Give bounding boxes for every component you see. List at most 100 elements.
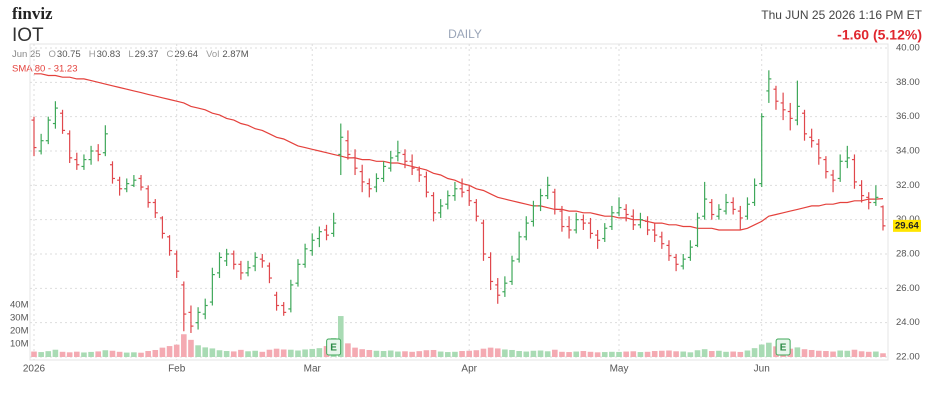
- volume-bar: [659, 350, 665, 357]
- volume-bar: [680, 351, 687, 357]
- volume-bar: [280, 349, 287, 357]
- volume-bar: [594, 352, 601, 357]
- volume-bar: [273, 348, 280, 357]
- ohlc-bar: [645, 216, 651, 236]
- ohlc-bar: [324, 224, 330, 241]
- volume-bar: [309, 348, 316, 357]
- y-tick-label: 34.00: [896, 146, 920, 157]
- volume-bar: [109, 350, 116, 357]
- ohlc-bar: [552, 188, 558, 215]
- ohlc-bar: [723, 193, 729, 215]
- volume-bar: [537, 350, 544, 357]
- volume-bar: [609, 351, 615, 357]
- volume-bar: [173, 344, 180, 357]
- ohlc-bar: [402, 149, 408, 169]
- volume-bar: [694, 350, 701, 357]
- ohlc-bar: [495, 278, 501, 304]
- volume-bar: [345, 343, 351, 357]
- ohlc-bar: [266, 262, 272, 284]
- ohlc-bar: [766, 70, 772, 103]
- ohlc-bar: [680, 254, 686, 270]
- volume-bar: [865, 351, 872, 357]
- volume-bar: [873, 351, 879, 357]
- ohlc-bar: [580, 214, 586, 230]
- volume-bar: [66, 352, 73, 357]
- volume-bar: [444, 352, 451, 357]
- quote-label: H: [89, 49, 96, 60]
- y-tick-label: 32.00: [896, 180, 920, 191]
- ohlc-bar: [188, 305, 194, 333]
- volume-bar: [38, 352, 44, 357]
- quote-label: O: [49, 49, 56, 60]
- ohlc-bar: [238, 260, 244, 280]
- volume-bar: [751, 348, 758, 357]
- volume-bar: [837, 350, 843, 357]
- volume-bar: [673, 351, 679, 357]
- earnings-badge: [775, 338, 791, 356]
- volume-bar: [302, 349, 308, 357]
- ohlc-bar: [224, 248, 230, 267]
- ohlc-bar: [702, 181, 708, 220]
- volume-bar: [858, 351, 865, 357]
- ohlc-bar: [666, 240, 672, 261]
- ohlc-bar: [452, 181, 458, 201]
- ohlc-bar: [159, 216, 165, 239]
- x-tick-label: May: [610, 364, 629, 375]
- ohlc-bar: [409, 154, 415, 176]
- volume-bar: [352, 347, 358, 357]
- volume-bar: [116, 351, 123, 357]
- earnings-label: E: [330, 343, 337, 354]
- volume-bar: [359, 349, 365, 357]
- x-tick-label: Apr: [461, 364, 477, 375]
- volume-bar: [530, 350, 537, 357]
- earnings-marker: E: [326, 338, 342, 356]
- ohlc-bar: [559, 205, 565, 232]
- volume-bar: [794, 347, 801, 357]
- quote-value: 30.75: [57, 49, 81, 60]
- volume-bar: [145, 351, 151, 357]
- ohlc-bar: [616, 197, 622, 217]
- ohlc-bar: [202, 298, 208, 320]
- volume-bar: [245, 351, 251, 357]
- volume-bar: [288, 349, 294, 357]
- earnings-badge: [326, 338, 342, 356]
- volume-bar: [402, 351, 408, 357]
- ohlc-bar: [295, 259, 301, 287]
- ohlc-bar: [687, 240, 693, 261]
- volume-bar: [74, 351, 80, 357]
- volume-bar: [159, 347, 166, 357]
- ohlc-bar: [52, 101, 58, 129]
- volume-bar: [259, 351, 266, 357]
- ohlc-bar: [509, 255, 515, 285]
- x-tick-label: Mar: [304, 364, 322, 375]
- volume-bar: [181, 334, 187, 357]
- volume-bar: [723, 351, 729, 357]
- volume-bar: [59, 351, 66, 357]
- ohlc-bar: [423, 171, 429, 198]
- quote-value: 30.83: [97, 49, 121, 60]
- ohlc-bar: [359, 164, 365, 193]
- volume-bar: [366, 349, 373, 357]
- ohlc-bar: [431, 192, 437, 222]
- volume-bar: [502, 349, 508, 357]
- volume-bar: [637, 352, 644, 357]
- volume-bar: [238, 349, 244, 357]
- ohlc-bar: [245, 260, 251, 277]
- ohlc-bar: [459, 178, 465, 198]
- ohlc-bar: [752, 178, 758, 206]
- volume-bar: [851, 349, 858, 357]
- y-tick-label: 38.00: [896, 77, 920, 88]
- ohlc-bar: [573, 212, 579, 234]
- ohlc-bar: [880, 205, 886, 231]
- ohlc-bar: [345, 130, 351, 160]
- earnings-label: E: [780, 343, 787, 354]
- volume-bar: [188, 339, 194, 357]
- volume-bar: [494, 348, 501, 357]
- ohlc-bar: [31, 116, 37, 157]
- volume-bar: [651, 351, 658, 357]
- volume-bar: [630, 351, 637, 357]
- ohlc-bar: [473, 199, 479, 222]
- ohlc-bar: [602, 223, 608, 242]
- volume-bar: [830, 351, 836, 357]
